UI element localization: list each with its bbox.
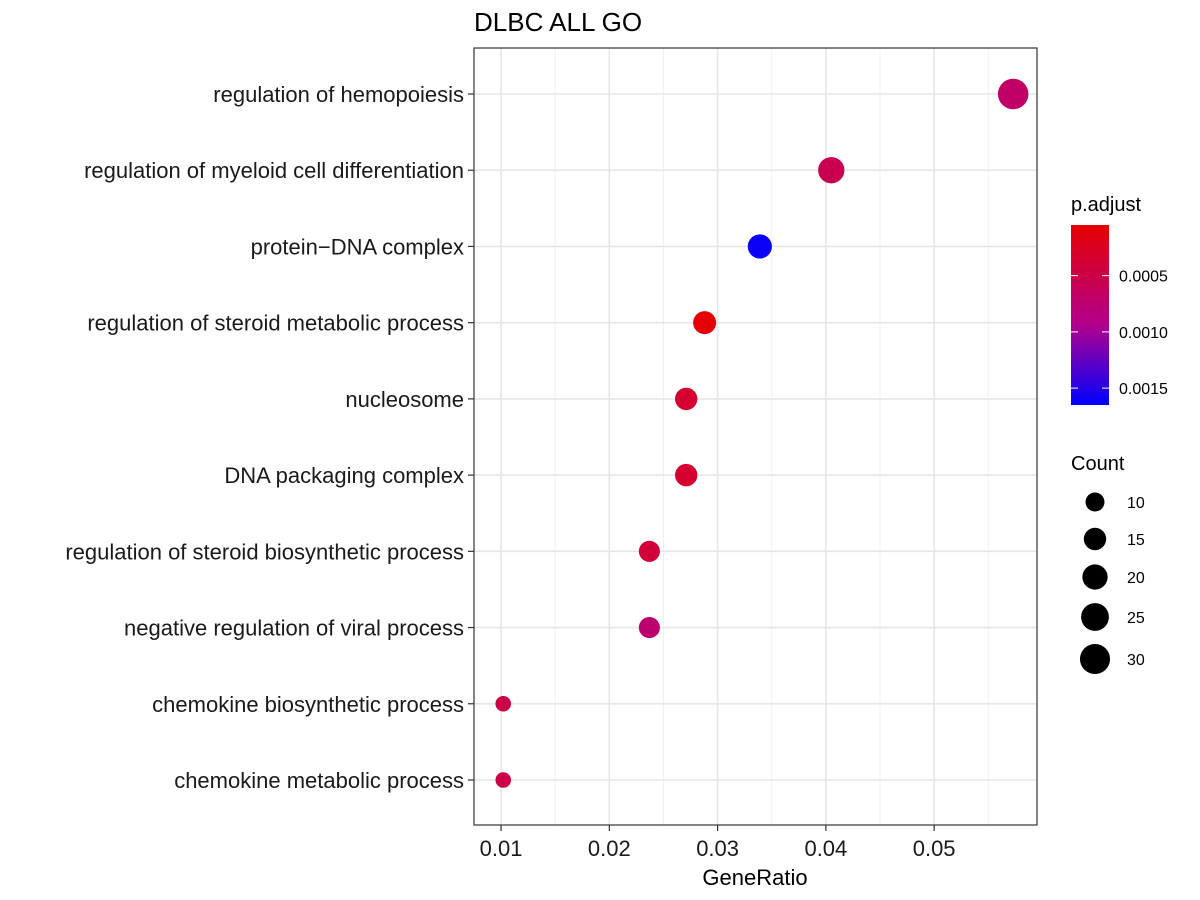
x-tick-label: 0.02	[588, 836, 631, 861]
size-legend-items: 10 15 20 25 30	[1079, 492, 1145, 675]
data-point	[747, 234, 772, 259]
y-tick-label: regulation of myeloid cell differentiati…	[84, 158, 464, 183]
x-tick-label: 0.05	[913, 836, 956, 861]
color-tick-label: 0.0015	[1119, 381, 1168, 398]
color-legend-title: p.adjust	[1071, 194, 1141, 216]
size-legend-dot	[1085, 492, 1105, 512]
y-tick-label: regulation of steroid metabolic process	[87, 311, 464, 336]
x-axis-title: GeneRatio	[702, 865, 807, 890]
color-legend-ticks: 0.0005 0.0010 0.0015	[1071, 269, 1168, 398]
size-legend-label: 30	[1127, 652, 1145, 669]
size-legend-dot	[1082, 564, 1108, 590]
data-point	[638, 617, 660, 639]
chart-title: DLBC ALL GO	[474, 7, 642, 37]
y-tick-label: regulation of steroid biosynthetic proce…	[65, 539, 464, 564]
data-point	[818, 157, 845, 184]
data-points	[495, 78, 1029, 788]
size-legend-label: 25	[1127, 610, 1145, 627]
data-point	[495, 772, 512, 788]
data-point	[997, 78, 1029, 110]
x-axis: 0.01 0.02 0.03 0.04 0.05	[480, 825, 956, 861]
y-tick-label: chemokine metabolic process	[174, 768, 464, 793]
size-legend: Count 10 15 20 25 30	[1071, 453, 1145, 675]
size-legend-title: Count	[1071, 453, 1125, 475]
x-tick-label: 0.03	[696, 836, 739, 861]
data-point	[675, 463, 698, 487]
panel-border	[473, 47, 1038, 826]
y-tick-label: regulation of hemopoiesis	[213, 82, 464, 107]
size-legend-label: 15	[1127, 532, 1145, 549]
y-tick-label: chemokine biosynthetic process	[152, 692, 464, 717]
y-axis: regulation of hemopoiesis regulation of m…	[65, 82, 474, 793]
color-tick-label: 0.0010	[1119, 325, 1168, 342]
x-tick-label: 0.04	[804, 836, 847, 861]
size-legend-label: 20	[1127, 570, 1145, 587]
plot-panel	[473, 47, 1038, 826]
y-tick-label: protein−DNA complex	[251, 234, 464, 259]
y-tick-label: negative regulation of viral process	[124, 616, 464, 641]
color-tick-label: 0.0005	[1119, 269, 1168, 286]
data-point	[495, 695, 512, 712]
data-point	[693, 311, 717, 335]
color-bar	[1071, 225, 1109, 405]
x-tick-label: 0.01	[480, 836, 523, 861]
size-legend-dot	[1083, 527, 1107, 551]
data-point	[638, 540, 660, 562]
y-tick-label: nucleosome	[345, 387, 464, 412]
y-tick-label: DNA packaging complex	[224, 463, 464, 488]
size-legend-label: 10	[1127, 495, 1145, 512]
color-legend: p.adjust 0.0005 0.0010 0.0015	[1071, 194, 1168, 405]
size-legend-dot	[1079, 643, 1111, 675]
size-legend-dot	[1081, 603, 1109, 631]
data-point	[675, 387, 698, 411]
